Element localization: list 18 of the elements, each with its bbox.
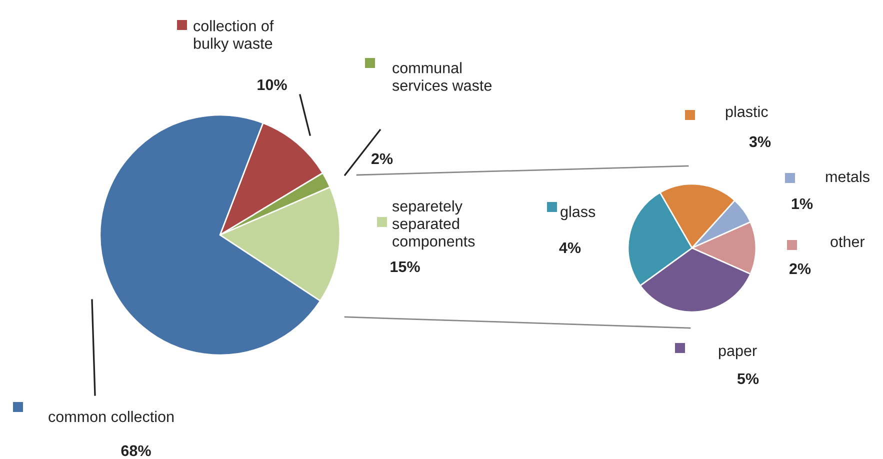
legend-label: collection of bulky waste bbox=[194, 20, 274, 52]
legend-label: glass bbox=[560, 206, 596, 220]
data-label: 2% bbox=[371, 153, 393, 164]
legend-label: communal services waste bbox=[392, 62, 492, 91]
data-label: 68% bbox=[121, 445, 151, 456]
legend-label: paper bbox=[718, 348, 757, 360]
data-label: 3% bbox=[749, 136, 771, 148]
legend-label: common collection bbox=[48, 410, 174, 422]
legend-label: metals bbox=[826, 170, 870, 182]
data-label: 10% bbox=[258, 79, 287, 90]
data-label: 5% bbox=[737, 373, 759, 384]
legend-label: separetely separated components bbox=[392, 200, 475, 250]
legend-label: plastic bbox=[726, 106, 768, 120]
data-label: 2% bbox=[789, 263, 811, 274]
data-label: 15% bbox=[390, 261, 420, 272]
data-label: 1% bbox=[792, 198, 813, 210]
legend-label: other bbox=[830, 236, 865, 248]
data-label: 4% bbox=[559, 242, 581, 254]
